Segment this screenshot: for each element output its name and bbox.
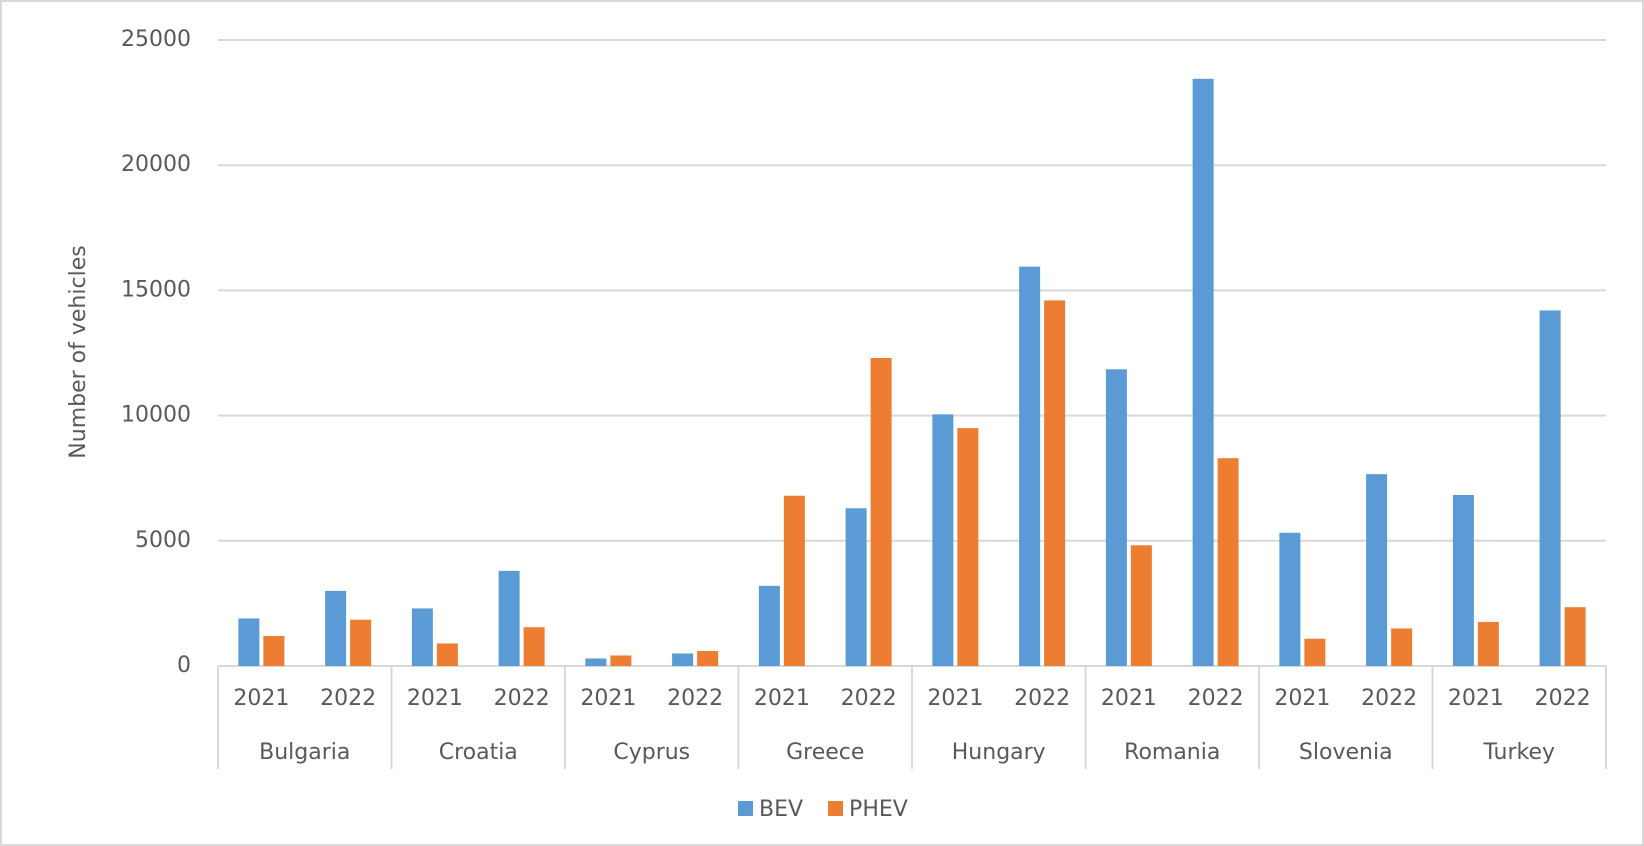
legend-swatch [738,801,753,816]
bar [758,585,780,666]
group-label: Turkey [1482,740,1555,765]
bar [411,608,433,666]
y-tick-label: 20000 [121,152,191,177]
bar [1217,458,1239,666]
legend-label: PHEV [849,797,908,822]
x-tick-label: 2021 [754,686,810,711]
x-tick-label: 2021 [580,686,636,711]
x-tick-label: 2021 [407,686,463,711]
bar [1304,638,1326,666]
group-label: Cyprus [613,740,690,765]
y-tick-label: 5000 [135,528,191,553]
bar [1391,628,1413,666]
y-tick-label: 15000 [121,277,191,302]
x-tick-label: 2021 [233,686,289,711]
bar [1477,621,1499,666]
x-tick-label: 2021 [927,686,983,711]
bar [350,619,372,666]
x-tick-label: 2022 [1535,686,1591,711]
bar [932,414,954,666]
bar [697,650,719,666]
x-tick-label: 2021 [1448,686,1504,711]
x-tick-label: 2022 [1361,686,1417,711]
x-tick-label: 2022 [320,686,376,711]
bar [845,508,867,666]
group-label: Greece [786,740,864,765]
group-label: Hungary [952,740,1046,765]
bar [1564,607,1586,666]
x-tick-label: 2022 [494,686,550,711]
bar [1192,78,1214,666]
legend-swatch [828,801,844,816]
y-axis-title: Number of vehicles [66,245,91,458]
group-label: Croatia [439,740,518,765]
bar [1539,310,1561,666]
bar [870,358,892,666]
x-tick-label: 2022 [1188,686,1244,711]
bar [672,653,694,666]
x-tick-label: 2022 [1014,686,1070,711]
x-tick-label: 2021 [1101,686,1157,711]
y-tick-label: 0 [177,653,191,678]
bar [238,618,260,666]
x-tick-label: 2022 [841,686,897,711]
bar [498,570,520,666]
bar [263,635,285,666]
bar [1366,474,1388,666]
bar [1279,532,1301,666]
x-tick-label: 2022 [667,686,723,711]
bar [523,627,545,666]
y-tick-label: 10000 [121,403,191,428]
bar [783,495,805,666]
x-tick-label: 2021 [1274,686,1330,711]
group-label: Romania [1124,740,1220,765]
bar [1019,266,1041,666]
group-label: Bulgaria [259,740,350,765]
group-label: Slovenia [1299,740,1393,765]
bar [1452,494,1474,666]
legend-label: BEV [759,797,803,822]
bar [957,428,979,666]
bar [1105,369,1127,666]
bar [1044,300,1066,666]
bar [325,590,347,666]
bar [610,655,632,666]
bar [585,658,607,666]
bar [1130,545,1152,666]
y-tick-label: 25000 [121,27,191,52]
bar [436,643,458,666]
